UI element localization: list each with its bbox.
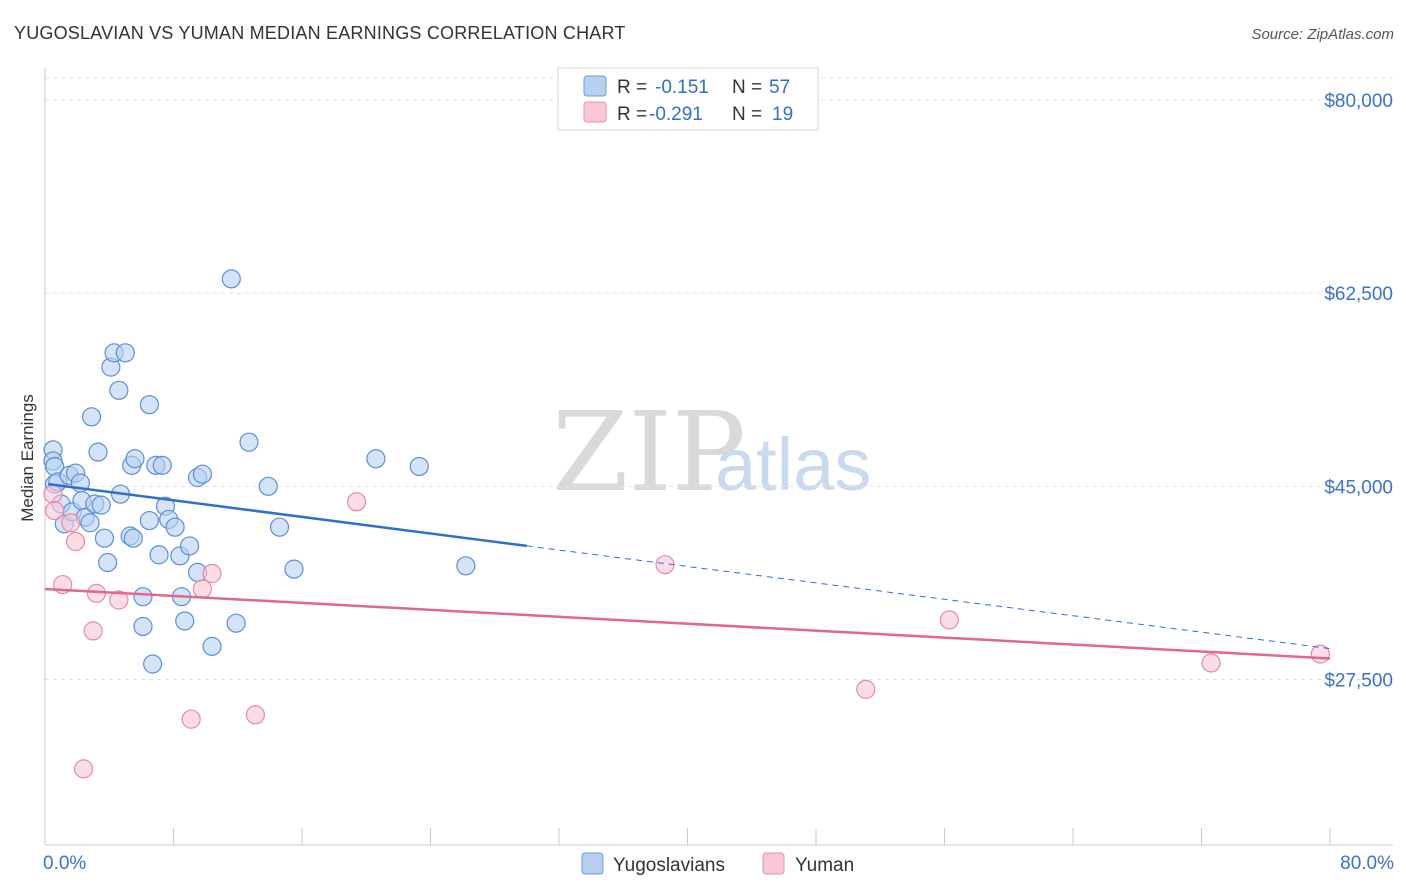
legend-n-value-0: 57 bbox=[769, 77, 790, 98]
trend-line-yuman bbox=[44, 587, 1331, 660]
point-yugoslavians-14 bbox=[81, 407, 102, 427]
watermark-zip: ZIP bbox=[552, 388, 746, 516]
point-yugoslavians-26 bbox=[123, 528, 143, 548]
point-yuman-5 bbox=[73, 759, 94, 779]
bottom-legend-swatch-yuman bbox=[762, 852, 785, 875]
point-yuman-9 bbox=[181, 709, 201, 729]
point-yugoslavians-50 bbox=[239, 432, 259, 452]
y-tick-label-2: $45,000 bbox=[1324, 477, 1393, 498]
point-yugoslavians-55 bbox=[409, 456, 429, 477]
point-yugoslavians-36 bbox=[152, 455, 172, 475]
legend-n-label-1: N = bbox=[732, 104, 762, 125]
point-yuman-6 bbox=[83, 621, 103, 641]
watermark-atlas: atlas bbox=[715, 423, 871, 506]
point-yugoslavians-35 bbox=[149, 545, 169, 565]
point-yugoslavians-18 bbox=[94, 528, 115, 548]
legend-n-value-1: 19 bbox=[772, 104, 793, 125]
point-yuman-4 bbox=[65, 531, 86, 552]
bottom-legend-label-yugoslavians: Yugoslavians bbox=[613, 855, 725, 876]
point-yuman-12 bbox=[245, 705, 266, 725]
y-tick-label-1: $62,500 bbox=[1324, 284, 1393, 305]
legend-swatch-yuman bbox=[583, 101, 607, 123]
point-yuman-3 bbox=[61, 513, 81, 533]
point-yuman-1 bbox=[45, 501, 65, 521]
point-yugoslavians-29 bbox=[133, 587, 153, 607]
stats-legend: R = -0.151 N = 57 R = -0.291 N = 19 bbox=[557, 67, 819, 131]
x-tick-label-min: 0.0% bbox=[43, 853, 86, 874]
point-yugoslavians-49 bbox=[226, 613, 246, 633]
point-yuman-13 bbox=[347, 492, 367, 512]
point-yuman-0 bbox=[43, 484, 63, 504]
point-yugoslavians-24 bbox=[115, 343, 135, 363]
x-axis-ticks bbox=[44, 828, 1331, 845]
trend-line-yugoslavians-extension bbox=[526, 545, 1331, 650]
legend-r-value-0: -0.151 bbox=[655, 77, 709, 98]
point-yugoslavians-22 bbox=[109, 380, 129, 400]
series-yuman bbox=[43, 484, 1330, 779]
legend-swatch-yugoslavians bbox=[583, 75, 607, 97]
legend-r-value-1: -0.291 bbox=[649, 104, 703, 125]
gridlines bbox=[45, 77, 1393, 680]
point-yugoslavians-30 bbox=[133, 616, 153, 637]
point-yugoslavians-19 bbox=[98, 552, 118, 573]
trend-lines bbox=[44, 482, 1331, 660]
point-yugoslavians-48 bbox=[221, 269, 241, 289]
trend-line-yugoslavians bbox=[48, 482, 528, 548]
y-tick-label-3: $27,500 bbox=[1324, 670, 1393, 691]
point-yugoslavians-56 bbox=[456, 556, 476, 576]
point-yugoslavians-47 bbox=[202, 636, 222, 656]
x-tick-label-max: 80.0% bbox=[1340, 853, 1394, 874]
bottom-legend-swatch-yugoslavians bbox=[581, 852, 604, 875]
legend-r-label-0: R = bbox=[617, 77, 647, 98]
point-yugoslavians-17 bbox=[91, 495, 111, 515]
point-yugoslavians-42 bbox=[175, 611, 195, 631]
point-yugoslavians-13 bbox=[80, 513, 100, 533]
point-yuman-15 bbox=[856, 679, 876, 699]
y-axis-label: Median Earnings bbox=[18, 394, 37, 522]
point-yugoslavians-33 bbox=[143, 654, 163, 674]
point-yuman-17 bbox=[1201, 653, 1221, 673]
chart-source: Source: ZipAtlas.com bbox=[1251, 26, 1394, 43]
point-yugoslavians-39 bbox=[165, 517, 185, 537]
point-yugoslavians-52 bbox=[269, 517, 290, 537]
y-tick-label-0: $80,000 bbox=[1324, 91, 1393, 112]
watermark: ZIP atlas bbox=[552, 388, 871, 516]
chart-title: YUGOSLAVIAN VS YUMAN MEDIAN EARNINGS COR… bbox=[14, 23, 626, 43]
point-yugoslavians-31 bbox=[139, 395, 160, 415]
series-yugoslavians bbox=[43, 269, 476, 674]
point-yuman-7 bbox=[86, 583, 107, 603]
point-yuman-11 bbox=[202, 563, 222, 584]
point-yugoslavians-53 bbox=[284, 559, 304, 579]
bottom-legend-label-yuman: Yuman bbox=[795, 855, 854, 876]
point-yugoslavians-46 bbox=[192, 464, 213, 484]
point-yugoslavians-43 bbox=[179, 536, 200, 556]
legend-n-label-0: N = bbox=[732, 77, 762, 98]
point-yugoslavians-28 bbox=[125, 449, 145, 469]
point-yuman-10 bbox=[192, 579, 213, 599]
point-yugoslavians-54 bbox=[366, 449, 386, 469]
point-yugoslavians-16 bbox=[88, 442, 108, 462]
point-yugoslavians-51 bbox=[258, 476, 278, 496]
point-yugoslavians-32 bbox=[139, 510, 160, 531]
point-yuman-16 bbox=[939, 610, 959, 630]
y-tick-labels: $80,000 $62,500 $45,000 $27,500 bbox=[1324, 91, 1393, 691]
legend-r-label-1: R = bbox=[617, 104, 647, 125]
point-yuman-8 bbox=[109, 590, 129, 610]
series-legend: Yugoslavians Yuman bbox=[581, 852, 854, 876]
